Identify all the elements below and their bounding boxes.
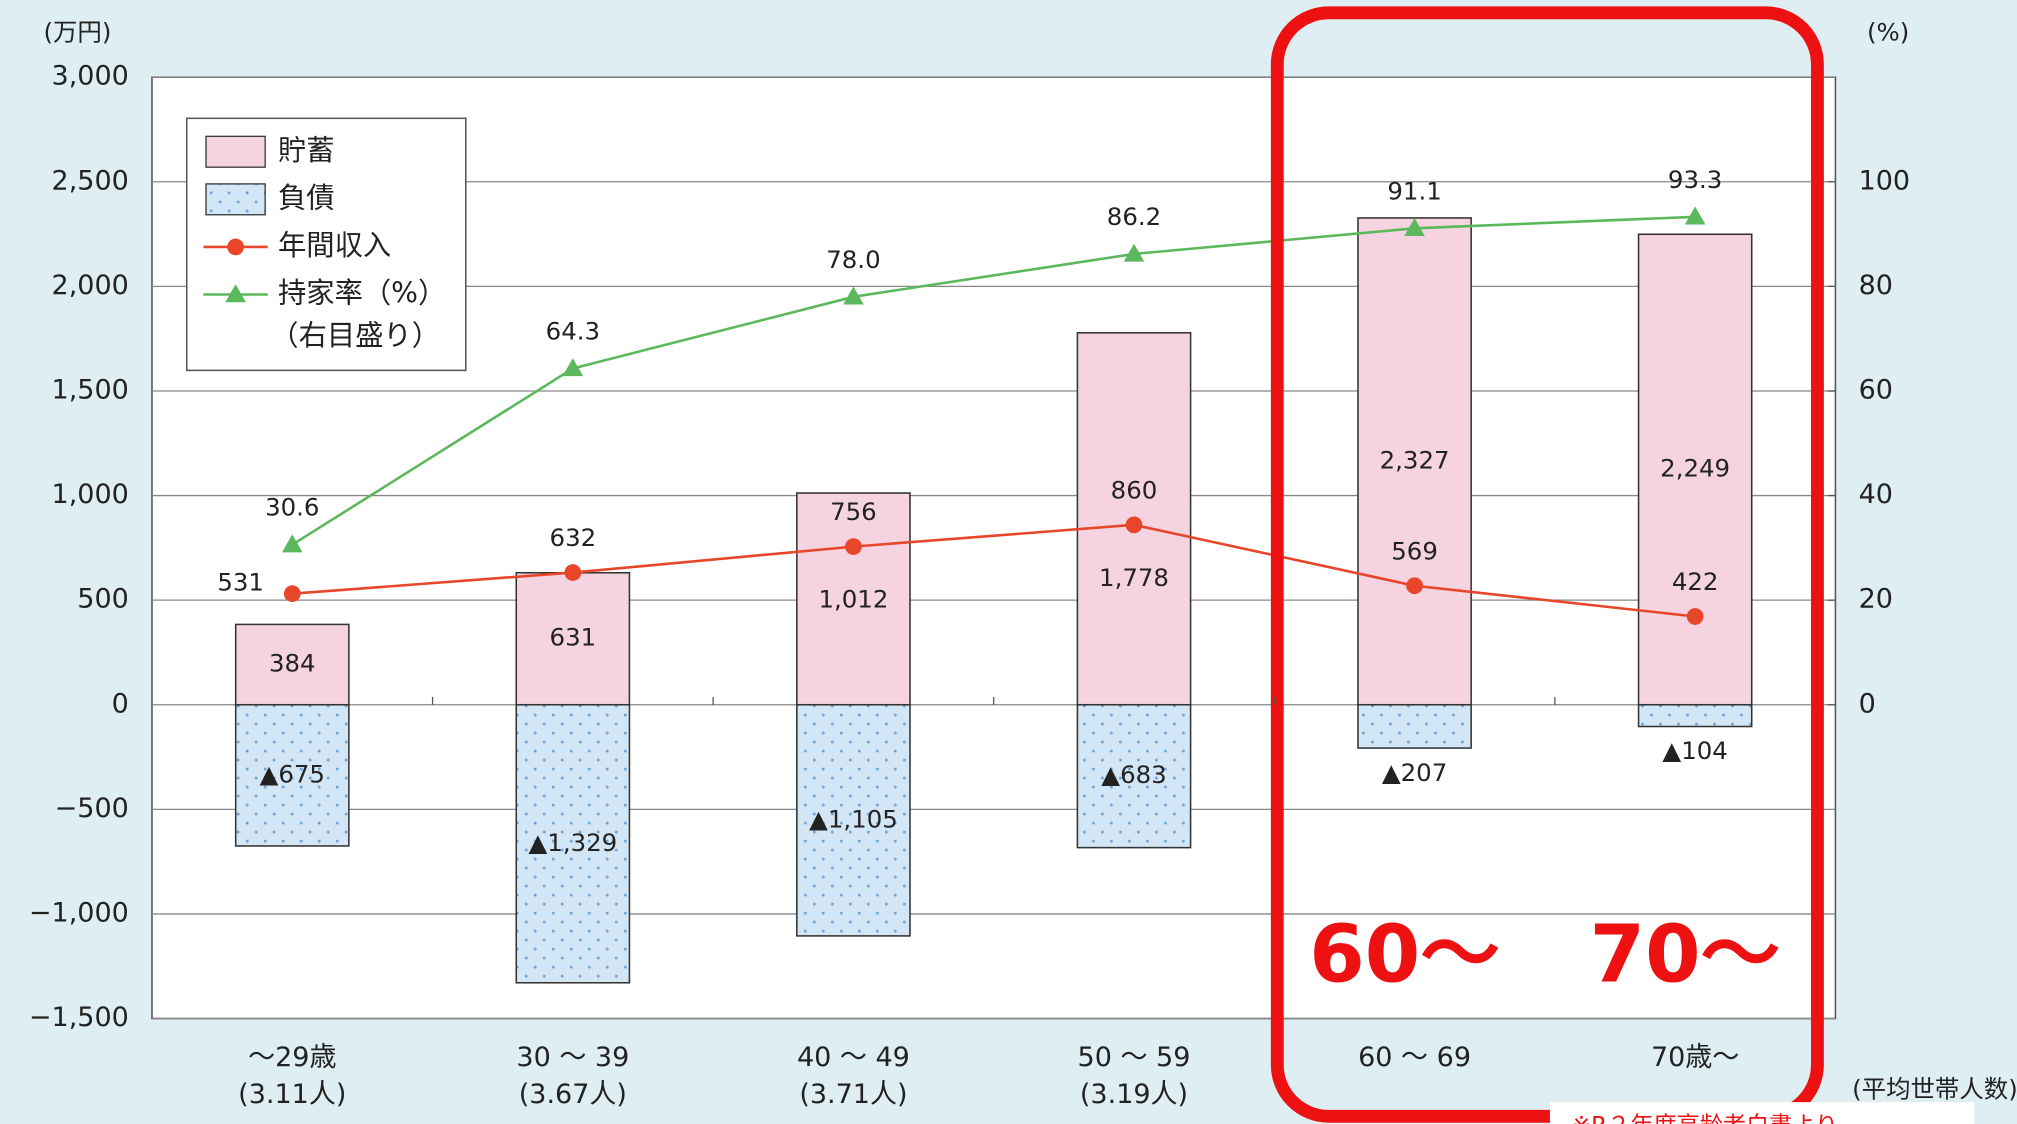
marker <box>562 358 584 377</box>
x-tick-label: ～29歳 <box>248 1042 336 1073</box>
y-tick-label: 0 <box>112 688 129 719</box>
bar <box>234 703 350 847</box>
marker <box>1125 516 1143 534</box>
marker <box>564 564 582 581</box>
legend-marker <box>227 238 244 256</box>
source-box <box>1549 1102 1975 1124</box>
point-label: 64.3 <box>546 316 600 345</box>
y-tick-label: −1,500 <box>29 1002 129 1033</box>
point-label: 531 <box>217 567 264 596</box>
y2-unit: (%) <box>1867 17 1909 46</box>
bar-label: 2,249 <box>1660 454 1730 483</box>
bar-label: ▲207 <box>1382 758 1447 787</box>
y-tick-label: 2,000 <box>52 270 129 301</box>
y-tick-label: 1,000 <box>52 479 129 510</box>
marker <box>1686 608 1704 625</box>
legend-marker <box>225 284 246 303</box>
x-tick-label: 60 ～ 69 <box>1358 1042 1471 1073</box>
point-label: 91.1 <box>1387 176 1441 205</box>
x-tick-label: 30 ～ 39 <box>516 1042 629 1073</box>
y-tick-label: 1,500 <box>52 374 129 405</box>
marker <box>281 534 303 553</box>
legend-swatch <box>205 135 266 168</box>
y-unit: (万円) <box>43 17 111 46</box>
marker <box>843 286 864 305</box>
bar <box>796 703 911 937</box>
bar <box>515 703 631 984</box>
legend-swatch <box>205 183 266 216</box>
point-label: 86.2 <box>1107 202 1161 231</box>
bar-label: ▲104 <box>1662 736 1727 765</box>
y2-tick-label: 60 <box>1859 374 1893 405</box>
point-label: 93.3 <box>1668 165 1722 194</box>
x-tick-label: 40 ～ 49 <box>797 1042 910 1073</box>
bar <box>1637 233 1753 706</box>
bar-label: 384 <box>269 649 316 678</box>
y-tick-label: 3,000 <box>52 61 129 92</box>
x-tick-note: (3.71人) <box>799 1079 907 1110</box>
legend-note: （右目盛り） <box>270 319 440 352</box>
bar <box>796 492 911 706</box>
y-tick-label: 500 <box>77 584 129 615</box>
source-note: ※R２年度高齢者白書より <box>1572 1113 1838 1124</box>
y2-tick-label: 0 <box>1859 688 1876 719</box>
bar-label: ▲1,105 <box>809 804 898 833</box>
bar-label: ▲683 <box>1101 760 1166 789</box>
point-label: 860 <box>1111 475 1158 504</box>
bar-label: 2,327 <box>1380 445 1450 474</box>
highlight-box <box>1270 6 1824 1123</box>
marker <box>1404 218 1425 237</box>
bar-label: 1,778 <box>1099 563 1169 592</box>
bar <box>1637 703 1753 728</box>
y2-tick-label: 80 <box>1859 270 1893 301</box>
y-tick-label: −500 <box>55 793 129 824</box>
bar-label: 1,012 <box>818 585 888 614</box>
marker <box>1406 577 1423 595</box>
y2-tick-label: 40 <box>1859 479 1893 510</box>
y-tick-label: 2,500 <box>52 165 129 196</box>
line <box>291 215 1696 546</box>
bar <box>1076 703 1192 849</box>
legend-label: 年間収入 <box>278 229 391 262</box>
bar-label: ▲1,329 <box>529 828 618 857</box>
annotation: 70～ <box>1590 907 1781 1000</box>
x-tick-label: 70歳～ <box>1651 1042 1739 1073</box>
legend-label: 持家率（%） <box>278 277 446 310</box>
x-tick-note: (3.19人) <box>1080 1079 1188 1110</box>
legend-label: 貯蓄 <box>278 134 335 167</box>
point-label: 30.6 <box>265 493 319 522</box>
point-label: 569 <box>1391 536 1438 565</box>
point-label: 756 <box>830 497 877 526</box>
x-tick-label: 50 ～ 59 <box>1078 1042 1191 1073</box>
point-label: 632 <box>550 523 597 552</box>
bar <box>1357 217 1472 706</box>
annotation: 60～ <box>1309 907 1500 1000</box>
y-tick-label: −1,000 <box>29 897 129 928</box>
marker <box>845 538 862 555</box>
line <box>292 523 1696 618</box>
y2-tick-label: 100 <box>1859 165 1911 196</box>
x-tick-note: (3.67人) <box>519 1079 627 1110</box>
x-note: (平均世帯人数) <box>1852 1075 2017 1104</box>
x-tick-note: (3.11人) <box>238 1079 346 1110</box>
point-label: 422 <box>1672 567 1719 596</box>
legend-label: 負債 <box>278 181 335 214</box>
bar-label: ▲675 <box>260 759 325 788</box>
bar-label: 631 <box>550 623 597 652</box>
marker <box>1123 243 1145 262</box>
marker <box>283 585 301 603</box>
y2-tick-label: 20 <box>1859 584 1893 615</box>
marker <box>1684 206 1706 225</box>
point-label: 78.0 <box>826 245 880 274</box>
bar <box>1357 703 1472 749</box>
bar <box>234 623 350 706</box>
